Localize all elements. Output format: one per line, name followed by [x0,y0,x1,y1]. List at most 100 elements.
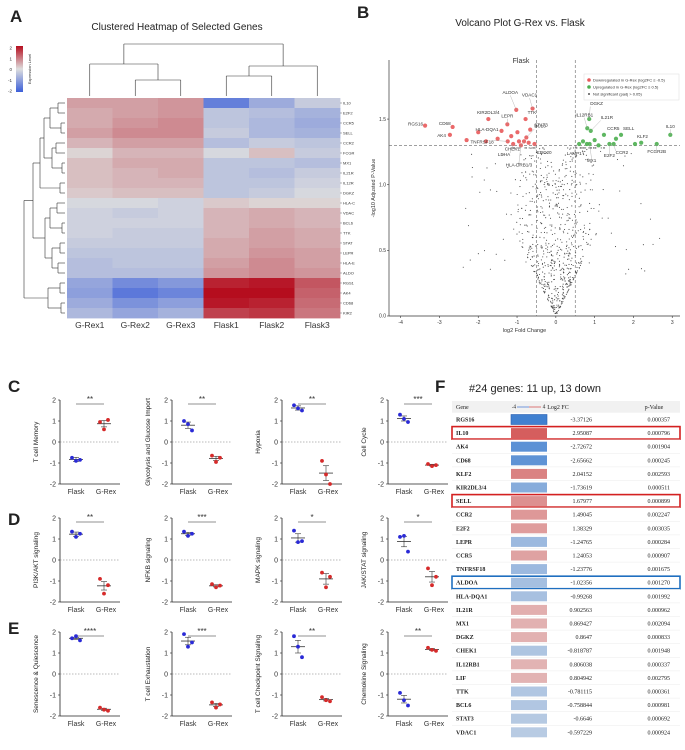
nonsig-point [564,176,566,178]
y-tick-label: -2 [378,600,384,607]
nonsig-point [649,218,651,220]
nonsig-point [565,248,567,250]
nonsig-point [564,168,566,170]
nonsig-point [539,194,541,196]
significance-stars: * [416,513,419,522]
nonsig-point [595,147,597,149]
y-axis-label: T cell Memory [33,421,40,462]
volcano-gene-label: CCR2 [616,150,629,155]
table-cell-p: 0.000692 [648,717,671,723]
nonsig-point [547,182,549,185]
nonsig-point [556,204,558,206]
fc-color-cell [511,564,547,575]
table-cell-fc: -1.23776 [571,567,593,573]
nonsig-point [569,148,571,150]
dot-panel: -2 -1 0 1 2 Flask G-Rex T cell Memory ** [33,395,120,496]
x-tick-label: G-Rex [424,721,445,728]
nonsig-point [590,207,592,209]
heatmap-cell [158,168,204,179]
nonsig-point [547,165,549,167]
up-point [639,140,644,145]
nonsig-point [540,180,542,182]
nonsig-point [587,158,589,160]
heatmap-cell [203,298,250,309]
x-tick-label: Flask [396,721,413,728]
nonsig-point [556,252,558,254]
nonsig-point [569,170,571,172]
nonsig-point [543,290,545,292]
fc-color-cell [511,577,547,588]
nonsig-point [522,195,524,197]
heatmap-row-label: CD68 [343,301,354,306]
flask-dot [70,529,74,534]
nonsig-point [540,194,542,196]
nonsig-point [564,223,566,225]
table-cell-gene: CHEK1 [456,649,477,655]
nonsig-point [574,223,576,225]
nonsig-point [564,264,566,266]
nonsig-point [486,167,488,169]
nonsig-point [561,249,563,251]
significance-stars: ** [87,513,93,522]
nonsig-point [502,238,504,240]
heatmap-cell [203,98,250,109]
nonsig-point [528,147,530,149]
volcano-gene-label: TTK [528,110,538,115]
nonsig-point [604,147,606,149]
nonsig-point [518,231,520,233]
nonsig-point [547,184,549,186]
nonsig-point [550,250,552,252]
colorbar-label: Expression Level [27,54,32,85]
nonsig-point [560,185,562,187]
flask-dot [300,408,304,413]
nonsig-point [553,260,555,262]
nonsig-point [560,273,562,275]
nonsig-point [558,246,560,248]
grex-dot [102,707,106,712]
table-header-bg [452,401,680,412]
nonsig-point [537,157,539,159]
nonsig-point [630,153,632,155]
nonsig-point [583,154,585,156]
x-tick-label: -2 [476,320,481,326]
y-tick-label: 1.0 [379,182,386,188]
volcano-gene-label: CCR5 [607,126,620,131]
nonsig-point [525,224,527,226]
nonsig-point [541,207,543,209]
nonsig-point [560,276,562,278]
heatmap-cell [112,198,159,209]
heatmap-cell [249,268,295,279]
nonsig-point [550,269,552,271]
nonsig-point [573,234,575,236]
nonsig-point [580,191,582,193]
y-tick-label: 1 [52,651,56,658]
panel-label-c: C [8,377,20,396]
legend-marker [587,78,591,82]
heatmap-cell [294,188,341,199]
up-point [585,126,590,131]
nonsig-point [552,259,554,261]
nonsig-point [545,199,547,201]
nonsig-point [567,147,569,149]
nonsig-point [607,217,609,219]
heatmap-cell [203,248,250,259]
nonsig-point [544,265,546,267]
heatmap-cell [67,138,113,149]
nonsig-point [549,251,551,254]
y-tick-label: 0 [52,672,56,679]
volcano-gene-label: ALDOA [502,90,519,95]
nonsig-point [555,269,557,271]
x-tick-label: G-Rex [208,489,229,496]
nonsig-point [562,271,564,273]
heatmap-cell [158,258,204,269]
nonsig-point [521,232,523,235]
nonsig-point [542,266,544,268]
nonsig-point [494,163,496,165]
nonsig-point [575,247,577,249]
grex-dot [214,460,218,464]
nonsig-point [547,251,549,253]
grex-dot [210,582,214,587]
nonsig-point [570,147,572,149]
nonsig-point [553,170,555,172]
volcano-nonsig-points [462,147,661,314]
